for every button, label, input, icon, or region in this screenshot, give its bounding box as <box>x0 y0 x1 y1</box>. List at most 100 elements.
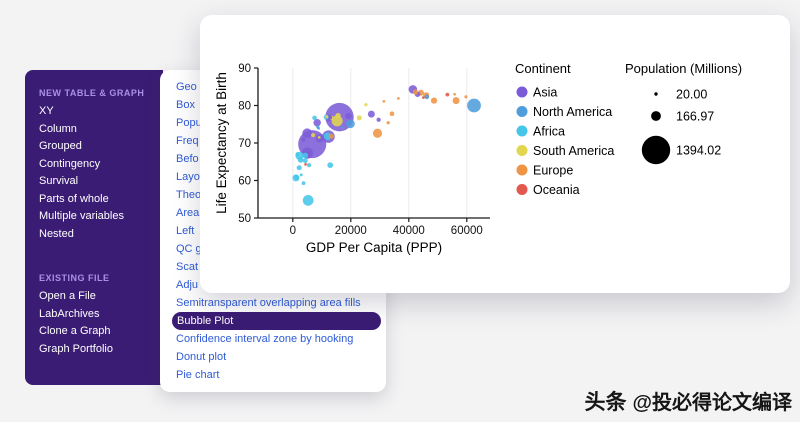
bubble-europe <box>389 111 395 117</box>
menu-item-pie-chart[interactable]: Pie chart <box>176 369 220 381</box>
y-tick-label: 50 <box>238 213 251 225</box>
legend-label-oceania: Oceania <box>533 183 580 197</box>
y-tick-label: 70 <box>238 138 251 150</box>
sidebar-item-open-a-file[interactable]: Open a File <box>39 290 96 302</box>
new-table-sidebar: NEW TABLE & GRAPH XY Column Grouped Continge… <box>25 70 163 385</box>
bubble-africa <box>327 162 334 169</box>
size-legend-title: Population (Millions) <box>625 61 742 76</box>
size-legend-label: 166.97 <box>676 110 714 124</box>
sidebar-item-clone-a-graph[interactable]: Clone a Graph <box>39 325 111 337</box>
sidebar-item-graph-portfolio[interactable]: Graph Portfolio <box>39 342 113 355</box>
menu-item-befo[interactable]: Befo <box>176 153 199 165</box>
y-axis-title: Life Expectancy at Birth <box>214 72 229 214</box>
menu-item-theo[interactable]: Theo <box>176 189 202 201</box>
bubble-asia <box>367 110 375 118</box>
bubble-south-america <box>364 103 368 107</box>
bubble-africa <box>301 181 306 186</box>
watermark: 头条 @投必得论文编译 <box>584 386 792 416</box>
size-legend-dot <box>651 111 661 121</box>
menu-item-qc-g[interactable]: QC g <box>176 243 202 255</box>
bubble-europe <box>412 89 419 95</box>
legend-dot-europe <box>516 164 528 176</box>
x-axis-title: GDP Per Capita (PPP) <box>306 240 442 255</box>
bubble-south-america <box>317 135 321 139</box>
menu-item-scat[interactable]: Scat <box>176 261 199 273</box>
bubble-africa <box>302 194 314 206</box>
bubble-africa <box>302 152 309 159</box>
menu-item-left[interactable]: Left <box>176 225 195 237</box>
bubble-south-america <box>331 115 343 127</box>
bubble-north-america <box>340 126 344 130</box>
sidebar-item-survival[interactable]: Survival <box>39 175 79 187</box>
legend-dot-south-america <box>516 145 528 156</box>
bubble-north-america <box>467 98 481 113</box>
menu-item-box[interactable]: Box <box>176 99 195 111</box>
legend-dot-oceania <box>516 184 528 195</box>
bubble-south-america <box>356 115 362 121</box>
menu-item-donut-plot[interactable]: Donut plot <box>176 351 227 363</box>
sidebar-item-parts-of-whole[interactable]: Parts of whole <box>39 192 109 205</box>
legend-dot-africa <box>516 125 528 137</box>
bubble-africa <box>294 175 299 180</box>
x-tick-label: 20000 <box>335 225 367 237</box>
menu-item-semitransparent-overlapping-area-fills[interactable]: Semitransparent overlapping area fills <box>176 297 361 309</box>
x-tick-label: 60000 <box>451 225 483 237</box>
size-legend-label: 20.00 <box>676 88 707 102</box>
bubble-europe <box>430 97 438 104</box>
sidebar-sections: NEW TABLE & GRAPH XY Column Grouped Continge… <box>25 82 163 358</box>
bubble-africa <box>312 115 317 121</box>
bubble-africa <box>299 173 303 177</box>
bubble-asia <box>302 128 313 139</box>
bubble-oceania <box>421 96 425 100</box>
size-legend-dot <box>654 92 658 96</box>
legend-label-asia: Asia <box>533 86 557 100</box>
bubble-south-america <box>325 115 329 119</box>
bubble-africa <box>295 152 300 157</box>
bubble-south-america <box>335 112 341 119</box>
legend-label-europe: Europe <box>533 164 573 178</box>
bubble-europe <box>396 96 400 100</box>
bubble-asia <box>328 115 333 120</box>
menu-item-adju[interactable]: Adju <box>176 279 199 291</box>
sidebar-item-xy[interactable]: XY <box>39 105 54 117</box>
legend-dot-north-america <box>516 106 528 117</box>
menu-item-bubble-plot[interactable]: Bubble Plot <box>172 312 381 330</box>
bubble-africa <box>323 132 332 141</box>
bubble-europe <box>452 97 460 105</box>
bubble-north-america <box>346 119 355 129</box>
bubble-asia <box>376 117 381 122</box>
bubble-europe <box>464 95 468 99</box>
bubble-africa <box>297 156 304 163</box>
menu-item-area[interactable]: Area <box>176 207 200 219</box>
menu-item-freq[interactable]: Freq <box>176 135 199 147</box>
sidebar-item-labarchives[interactable]: LabArchives <box>39 307 100 320</box>
sidebar-item-column[interactable]: Column <box>39 122 77 135</box>
watermark-handle: @投必得论文编译 <box>632 392 792 414</box>
bubble-asia <box>313 119 321 127</box>
graph-examples-list: Geo Box Popu Freq Befo Layo Theo Area Left QC g Sc… <box>160 78 386 384</box>
sidebar-item-contingency[interactable]: Contingency <box>39 157 101 170</box>
bubble-europe <box>328 133 334 139</box>
bubble-plot-card: 50 60 70 80 90 0 20000 40000 60000 GDP Per Capita… <box>200 15 790 293</box>
sidebar-item-grouped[interactable]: Grouped <box>39 140 82 152</box>
sidebar-section-header: EXISTING FILE <box>39 273 110 283</box>
watermark-brand: 头条 <box>584 391 627 414</box>
bubble-asia <box>301 137 306 142</box>
menu-item-popu[interactable]: Popu <box>176 117 202 129</box>
menu-item-geo[interactable]: Geo <box>176 81 197 93</box>
menu-item-layo[interactable]: Layo <box>176 171 200 183</box>
legend-dot-asia <box>516 86 528 98</box>
legend-label-north-america: North America <box>533 105 612 119</box>
y-tick-label: 90 <box>238 63 251 75</box>
legend-label-africa: Africa <box>533 125 565 139</box>
sidebar-item-multiple-variables[interactable]: Multiple variables <box>39 210 124 222</box>
size-legend-label: 1394.02 <box>676 144 721 158</box>
bubble-oceania <box>304 162 307 166</box>
sidebar-section: NEW TABLE & GRAPH XY Column Grouped Continge… <box>25 82 163 243</box>
sidebar-item-nested[interactable]: Nested <box>39 227 74 240</box>
sidebar-section-header: NEW TABLE & GRAPH <box>39 88 145 98</box>
menu-item-confidence-interval-zone-by-hooking[interactable]: Confidence interval zone by hooking <box>176 333 354 345</box>
bubble-europe <box>382 99 386 103</box>
x-tick-label: 40000 <box>393 225 425 237</box>
y-tick-label: 80 <box>238 101 251 113</box>
